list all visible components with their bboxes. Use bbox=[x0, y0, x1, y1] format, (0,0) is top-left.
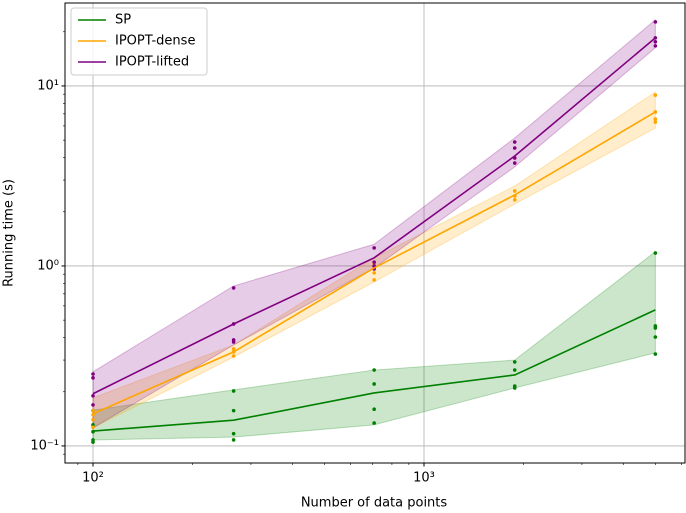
series-line bbox=[92, 111, 656, 415]
data-point bbox=[372, 271, 376, 275]
data-point bbox=[372, 421, 376, 425]
y-tick-label: 10⁰ bbox=[37, 258, 59, 273]
data-point bbox=[372, 382, 376, 386]
data-point bbox=[653, 326, 658, 330]
legend-label: SP bbox=[115, 13, 131, 28]
data-point bbox=[372, 260, 376, 264]
data-point bbox=[653, 20, 658, 24]
data-point bbox=[512, 360, 517, 364]
data-point bbox=[372, 278, 376, 282]
data-point bbox=[372, 407, 376, 412]
data-point bbox=[231, 286, 236, 290]
plot-area: 10² 10³ 10⁻¹ 10⁰ 10¹ bbox=[30, 3, 685, 486]
y-tick-label: 10¹ bbox=[37, 78, 59, 93]
data-point bbox=[372, 368, 376, 372]
axes-frame bbox=[64, 2, 686, 464]
x-tick-label: 10² bbox=[82, 471, 104, 486]
data-point bbox=[231, 408, 236, 413]
data-point bbox=[231, 340, 236, 344]
series-line bbox=[92, 309, 656, 432]
data-point bbox=[653, 117, 658, 121]
data-point bbox=[512, 140, 517, 144]
x-tick-label: 10³ bbox=[413, 471, 435, 486]
data-point bbox=[91, 417, 95, 422]
data-point bbox=[231, 347, 236, 351]
data-point bbox=[653, 39, 658, 44]
y-axis-label: Running time (s) bbox=[2, 179, 17, 287]
y-tick-label: 10⁻¹ bbox=[30, 438, 59, 453]
data-point bbox=[653, 352, 658, 356]
data-point bbox=[231, 354, 236, 358]
data-point bbox=[512, 386, 517, 390]
x-axis-label: Number of data points bbox=[301, 496, 448, 511]
data-point bbox=[512, 146, 517, 150]
data-point bbox=[231, 438, 236, 442]
band bbox=[92, 91, 656, 429]
data-point bbox=[91, 372, 95, 376]
data-point bbox=[653, 44, 658, 48]
legend-box bbox=[70, 7, 208, 76]
data-point bbox=[512, 198, 517, 202]
data-point bbox=[91, 403, 95, 407]
data-point bbox=[512, 189, 517, 193]
data-point bbox=[91, 408, 95, 413]
data-point bbox=[512, 161, 517, 165]
series-line bbox=[92, 37, 656, 395]
data-point bbox=[91, 440, 95, 444]
data-point bbox=[231, 389, 236, 393]
legend-label: IPOPT-lifted bbox=[115, 55, 189, 70]
legend-label: IPOPT-dense bbox=[115, 34, 195, 49]
data-point bbox=[372, 246, 376, 250]
data-point bbox=[653, 93, 658, 97]
data-point bbox=[231, 431, 236, 436]
data-point bbox=[653, 335, 658, 339]
data-point bbox=[653, 251, 658, 255]
data-point bbox=[91, 425, 95, 430]
data-point bbox=[91, 393, 95, 398]
data-point bbox=[91, 376, 95, 380]
legend: SP IPOPT-dense IPOPT-lifted bbox=[70, 7, 208, 76]
data-point bbox=[512, 368, 517, 372]
data-point bbox=[653, 120, 658, 124]
